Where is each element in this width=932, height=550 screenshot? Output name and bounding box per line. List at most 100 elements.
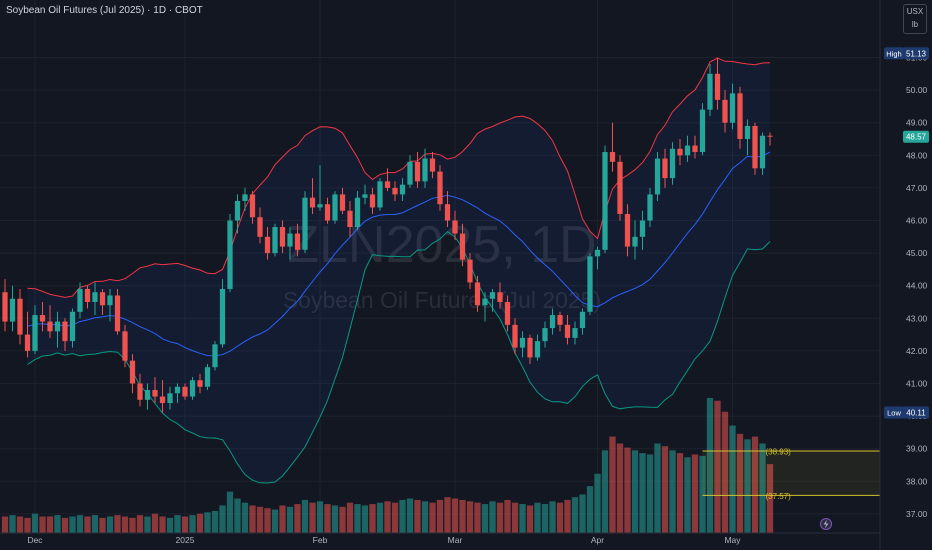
candle-body: [159, 396, 166, 404]
high-marker-value: 51.13: [906, 49, 927, 58]
volume-bar: [549, 501, 556, 533]
candle-body: [9, 298, 16, 322]
high-marker-tag-bg: [884, 47, 904, 60]
candle-body: [459, 233, 466, 260]
volume-bar: [346, 502, 354, 533]
candle-body: [227, 220, 233, 289]
volume-bar: [579, 494, 586, 533]
candle-body: [527, 337, 533, 358]
price-tick-label: 50.00: [906, 85, 928, 95]
candle-body: [122, 331, 128, 361]
volume-bar: [526, 505, 534, 533]
volume-bar: [99, 517, 106, 533]
volume-bar: [436, 499, 444, 533]
price-tick-label: 48.00: [906, 150, 928, 160]
volume-bar: [661, 446, 669, 533]
volume-bar: [586, 486, 594, 533]
volume-bar: [406, 498, 414, 533]
volume-bar: [564, 499, 571, 533]
chart-title: Soybean Oil Futures (Jul 2025) · 1D · CB…: [6, 5, 203, 16]
candle-body: [174, 386, 181, 394]
volume-bar: [729, 425, 736, 533]
time-tick-label: Feb: [313, 535, 328, 545]
last-price-marker-value: 48.57: [906, 133, 927, 142]
candle-body: [444, 204, 451, 221]
candle-body: [144, 390, 151, 400]
candle-body: [354, 197, 361, 228]
volume-bar: [219, 505, 226, 533]
candle-body: [39, 315, 46, 322]
upper-band-line: [27, 57, 771, 298]
candle-body: [624, 213, 631, 247]
volume-bar: [594, 473, 601, 533]
candle-body: [204, 367, 211, 387]
volume-bar: [721, 411, 729, 533]
candle-body: [362, 194, 368, 198]
volume-bar: [91, 515, 99, 533]
candle-body: [2, 292, 8, 322]
candle-body: [752, 125, 758, 169]
volume-bar: [466, 501, 474, 533]
volume-bar: [204, 512, 211, 533]
volume-bar: [129, 517, 136, 533]
volume-bar: [744, 439, 751, 533]
candle-body: [332, 194, 338, 221]
volume-bar: [759, 443, 766, 533]
volume-bar: [384, 501, 391, 533]
candle-body: [437, 171, 443, 205]
candle-body: [384, 181, 391, 188]
volume-bar: [324, 504, 331, 533]
candle-body: [602, 152, 608, 250]
high-marker-tag: High: [886, 49, 901, 58]
volume-bar: [46, 516, 54, 533]
candle-body: [234, 200, 241, 221]
volume-bar: [631, 450, 639, 533]
candle-body: [594, 249, 601, 257]
volume-bar: [654, 443, 661, 533]
candle-body: [137, 383, 143, 400]
candle-body: [684, 145, 691, 156]
unit-label: lb: [911, 20, 919, 29]
bollinger-band-fill: [27, 58, 770, 483]
candle-body: [579, 311, 586, 329]
volume-bar: [9, 515, 16, 533]
volume-bar: [339, 506, 346, 533]
candle-body: [414, 161, 421, 182]
volume-bar: [286, 506, 294, 533]
candle-body: [99, 292, 106, 306]
candle-body: [647, 194, 653, 221]
volume-bar: [451, 498, 459, 533]
volume-bar: [399, 499, 406, 533]
candle-body: [474, 282, 481, 306]
candle-body: [287, 233, 293, 247]
currency-unit-selector[interactable]: USX lb: [903, 4, 927, 34]
time-tick-label: Mar: [448, 535, 463, 545]
candle-body: [429, 158, 436, 172]
volume-bar: [736, 433, 744, 533]
volume-bar: [294, 504, 301, 533]
volume-bar: [84, 516, 91, 533]
candle-body: [249, 194, 256, 218]
candle-body: [669, 148, 676, 179]
lightning-icon[interactable]: [820, 518, 832, 530]
price-tick-label: 38.00: [906, 476, 928, 486]
volume-bar: [481, 504, 489, 533]
candle-body: [617, 161, 623, 214]
price-tick-label: 47.00: [906, 183, 928, 193]
candle-body: [707, 73, 713, 110]
volume-bar: [301, 499, 309, 533]
time-tick-label: Dec: [27, 535, 43, 545]
volume-bar: [166, 517, 174, 533]
volume-bar: [376, 502, 384, 533]
candle-body: [77, 288, 83, 312]
volume-bar: [249, 505, 256, 533]
volume-bar: [256, 506, 264, 533]
volume-bar: [234, 498, 241, 533]
candle-body: [489, 292, 496, 299]
price-axis-bg: [880, 0, 932, 550]
low-marker-value-bg: [903, 406, 929, 419]
candle-body: [17, 298, 23, 335]
volume-bar: [601, 450, 609, 533]
volume-bar: [691, 454, 699, 533]
